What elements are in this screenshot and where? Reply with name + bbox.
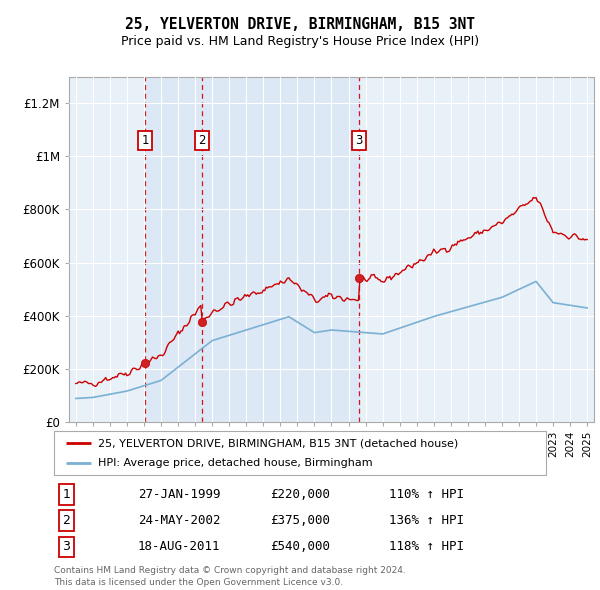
Text: 110% ↑ HPI: 110% ↑ HPI [389, 488, 464, 501]
Text: Contains HM Land Registry data © Crown copyright and database right 2024.: Contains HM Land Registry data © Crown c… [54, 566, 406, 575]
Text: 24-MAY-2002: 24-MAY-2002 [137, 514, 220, 527]
Bar [202, 77, 359, 422]
Text: £220,000: £220,000 [271, 488, 331, 501]
Bar [145, 77, 202, 422]
Text: HPI: Average price, detached house, Birmingham: HPI: Average price, detached house, Birm… [98, 458, 373, 467]
Text: This data is licensed under the Open Government Licence v3.0.: This data is licensed under the Open Gov… [54, 578, 343, 587]
Text: 3: 3 [62, 540, 70, 553]
Text: Price paid vs. HM Land Registry's House Price Index (HPI): Price paid vs. HM Land Registry's House … [121, 35, 479, 48]
Text: 136% ↑ HPI: 136% ↑ HPI [389, 514, 464, 527]
Text: £375,000: £375,000 [271, 514, 331, 527]
Text: 3: 3 [356, 134, 363, 147]
Text: 1: 1 [62, 488, 70, 501]
Text: 25, YELVERTON DRIVE, BIRMINGHAM, B15 3NT: 25, YELVERTON DRIVE, BIRMINGHAM, B15 3NT [125, 17, 475, 32]
Text: 118% ↑ HPI: 118% ↑ HPI [389, 540, 464, 553]
Text: 2: 2 [198, 134, 206, 147]
Text: 18-AUG-2011: 18-AUG-2011 [137, 540, 220, 553]
Text: 1: 1 [142, 134, 149, 147]
Text: 27-JAN-1999: 27-JAN-1999 [137, 488, 220, 501]
Text: 25, YELVERTON DRIVE, BIRMINGHAM, B15 3NT (detached house): 25, YELVERTON DRIVE, BIRMINGHAM, B15 3NT… [98, 438, 458, 448]
Text: £540,000: £540,000 [271, 540, 331, 553]
Text: 2: 2 [62, 514, 70, 527]
